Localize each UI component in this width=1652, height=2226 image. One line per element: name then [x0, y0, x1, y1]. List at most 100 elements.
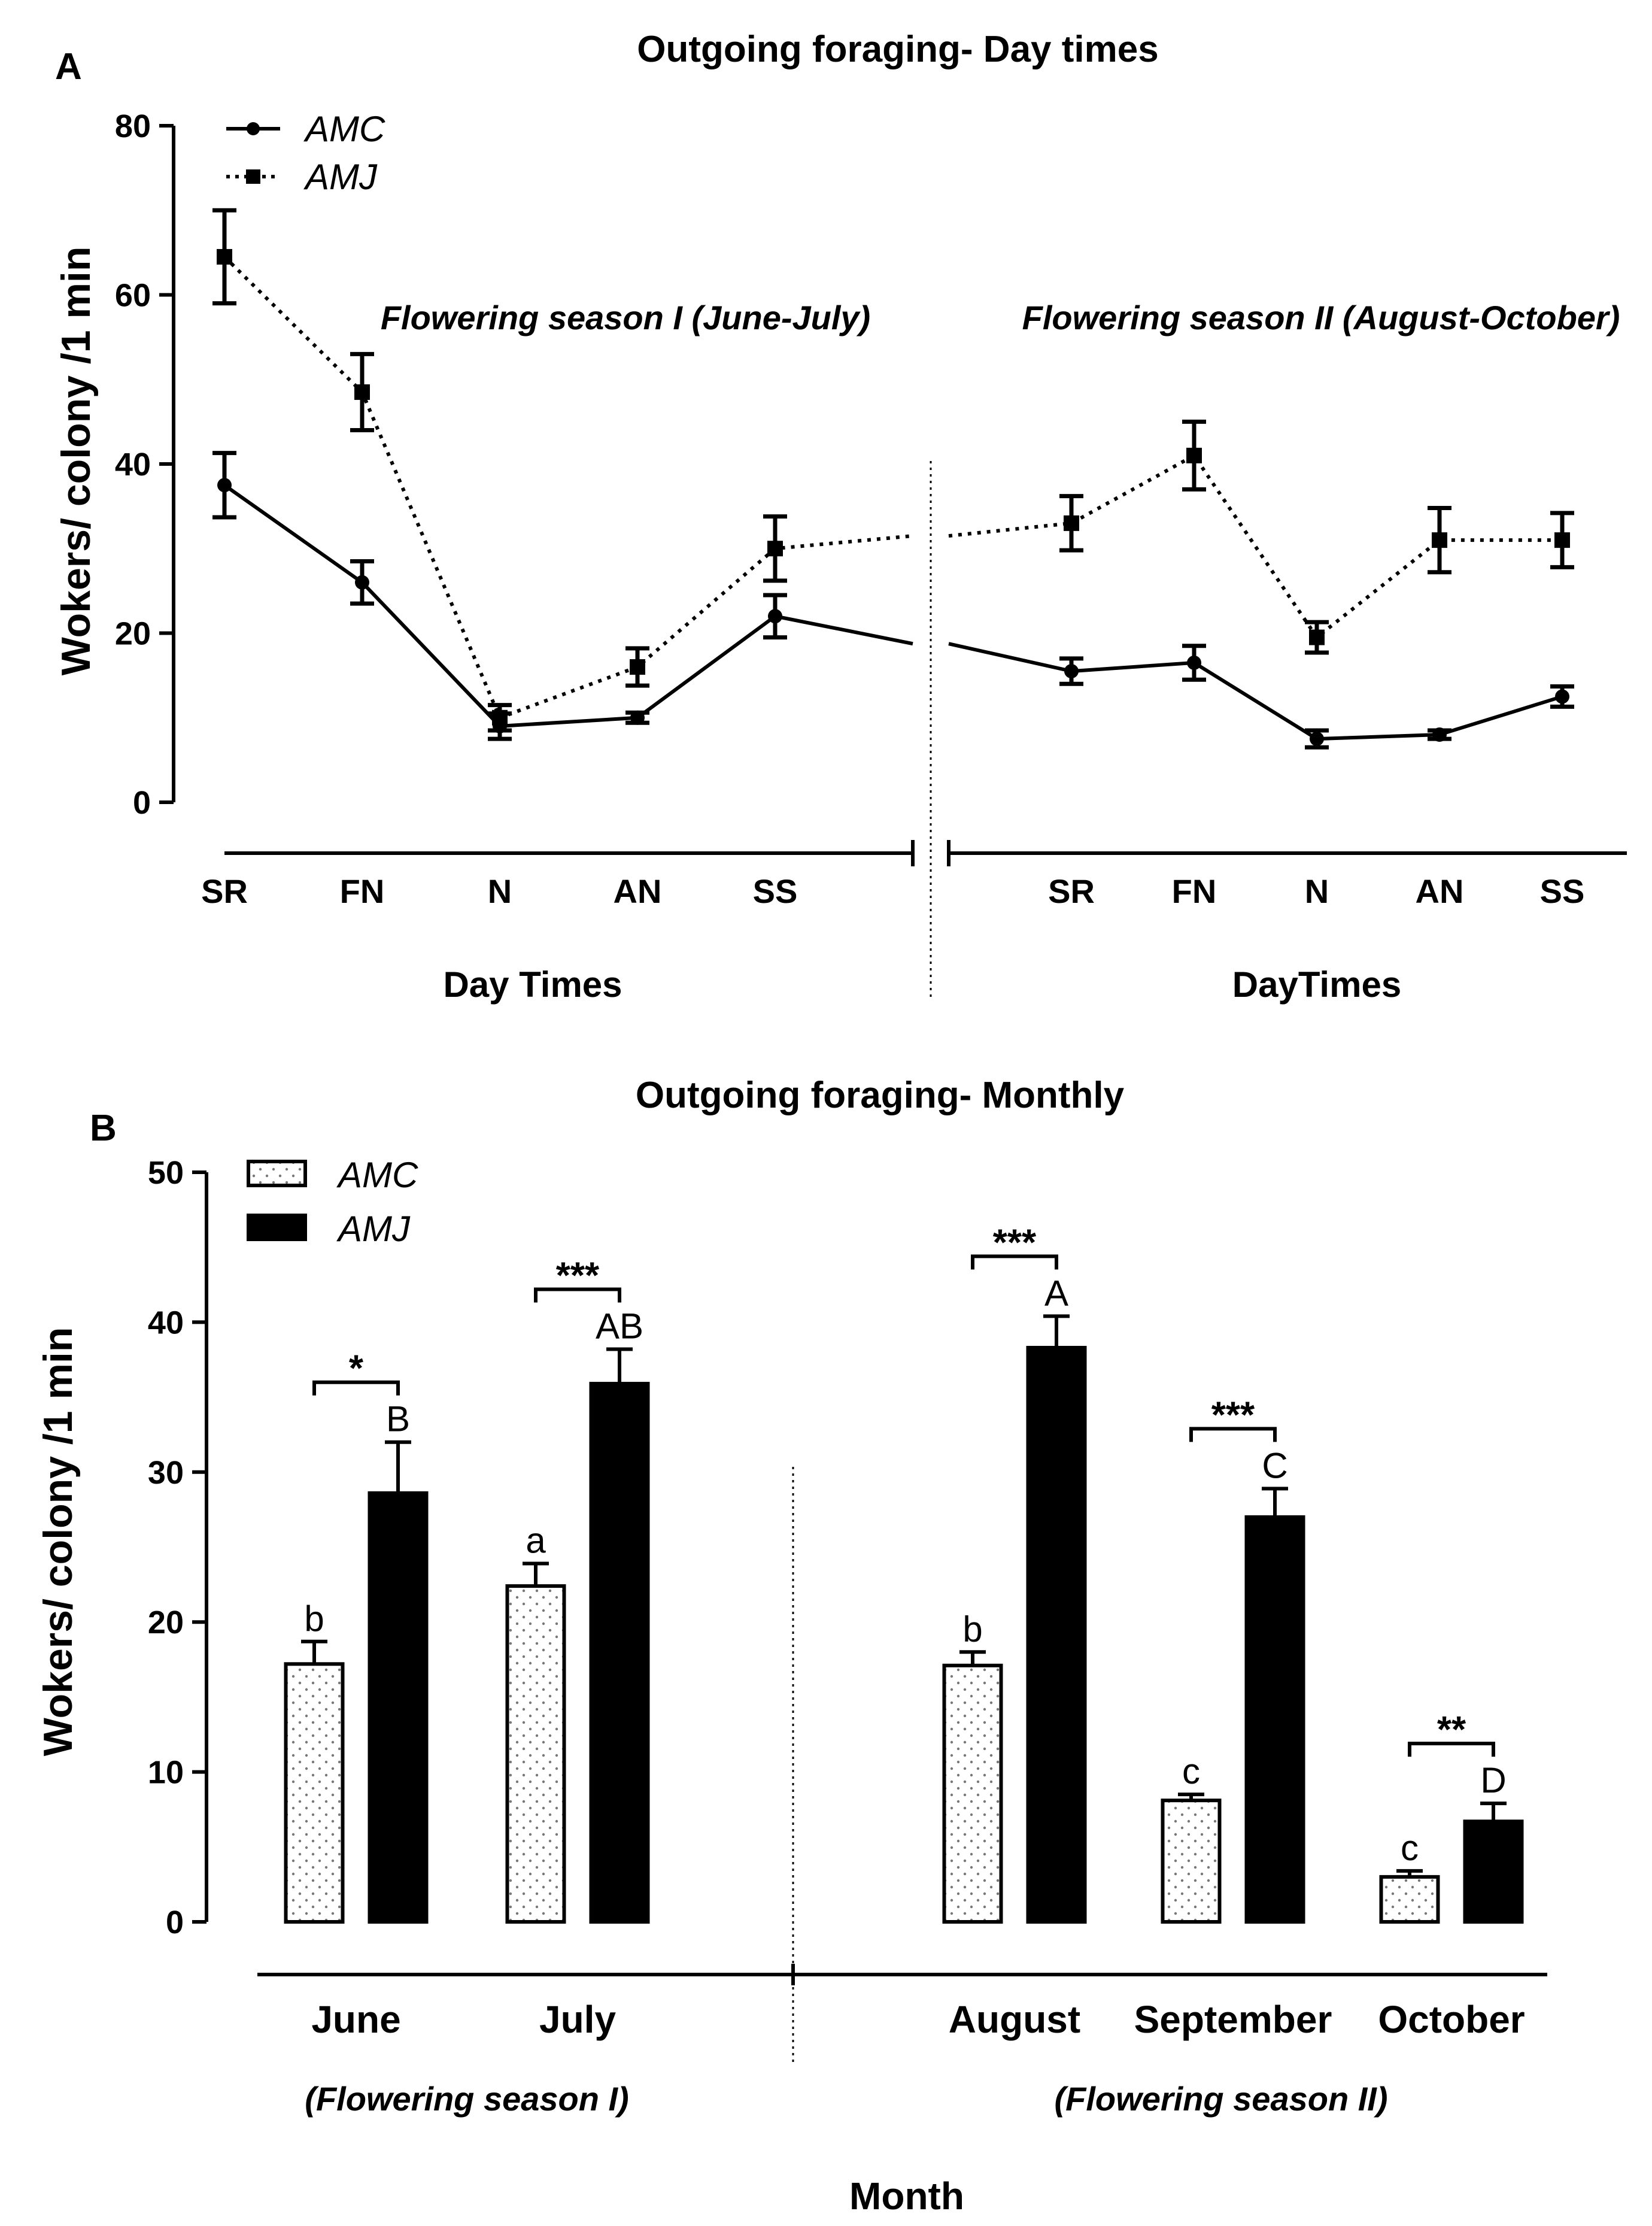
bar-amj: [1026, 1345, 1087, 1924]
significance-bracket: [1408, 1742, 1495, 1757]
x-tick-label: N: [488, 872, 512, 910]
y-tick-label: 40: [115, 447, 151, 483]
series-amj-point: [767, 541, 783, 557]
series-amc-point: [1187, 655, 1201, 670]
panel-a-x-axis-titles: Day Times DayTimes: [443, 965, 1401, 1005]
y-tick-label: 30: [148, 1455, 184, 1491]
legend-amc-bar-swatch: [247, 1160, 307, 1187]
y-tick-label: 60: [115, 278, 151, 314]
series-amj-point: [1309, 629, 1325, 645]
legend-amj-bar-swatch: [247, 1214, 307, 1241]
legend-amj-label: AMJ: [303, 157, 378, 197]
series-amc-point: [1310, 732, 1324, 747]
legend-amc-bar-label: AMC: [336, 1155, 418, 1195]
panel-a-axes: 0 20 40 60 80 SR FN N AN SS SR FN N AN SS: [115, 108, 1627, 1000]
y-tick-label: 20: [148, 1605, 184, 1640]
series-amc-line-season-2: [948, 642, 1563, 741]
x-tick-label: SR: [1048, 872, 1095, 910]
x-tick-label: SS: [753, 872, 798, 910]
bar-amj-letter-label: C: [1262, 1445, 1287, 1485]
panel-a-plot-area: [212, 208, 1574, 750]
x-tick-label: SR: [201, 872, 248, 910]
bar-amc: [505, 1584, 566, 1924]
bar-amj-letter-label: B: [386, 1399, 410, 1439]
y-tick-label: 0: [166, 1904, 184, 1940]
x-tick-label-august: August: [949, 1998, 1080, 2041]
panel-b-legend: AMC AMJ: [247, 1155, 418, 1249]
series-amc-point: [1555, 689, 1569, 704]
x-axis-title-season-2: DayTimes: [1232, 965, 1401, 1005]
panel-b-season-labels: (Flowering season I) (Flowering season I…: [305, 2080, 1387, 2118]
significance-label: *: [349, 1348, 364, 1390]
x-tick-label: FN: [1172, 872, 1217, 910]
bar-amc-letter-label: c: [1182, 1751, 1200, 1791]
x-tick-label: FN: [340, 872, 385, 910]
panel-b-title: Outgoing foraging- Monthly: [636, 1075, 1125, 1116]
significance-label: ***: [1211, 1394, 1255, 1436]
legend-amc-marker: [247, 122, 260, 135]
panel-a-title: Outgoing foraging- Day times: [637, 29, 1158, 70]
bar-amc-letter-label: c: [1401, 1828, 1419, 1868]
significance-bracket: [1189, 1427, 1277, 1442]
panel-b-axes: 0 10 20 30 40 50 June July August September Octobe…: [148, 1155, 1547, 2066]
y-tick-label: 0: [133, 785, 151, 821]
bar-amc: [942, 1663, 1003, 1924]
bar-amj-letter-label: D: [1480, 1760, 1506, 1800]
significance-label: **: [1437, 1709, 1466, 1751]
series-amj-point: [630, 659, 645, 675]
panel-a-legend: AMC AMJ: [226, 109, 385, 197]
bar-amc: [1161, 1799, 1222, 1924]
series-amc-point: [1432, 727, 1447, 742]
x-tick-label: N: [1305, 872, 1329, 910]
season-1-label: Flowering season I (June-July): [381, 299, 870, 336]
significance-bracket: [534, 1287, 621, 1303]
bar-amj: [589, 1382, 650, 1924]
bar-amc: [1379, 1875, 1440, 1924]
x-tick-label-june: June: [311, 1998, 400, 2041]
panel-a-season-labels: Flowering season I (June-July) Flowering…: [381, 299, 1620, 336]
legend-amj-marker: [246, 169, 260, 184]
panel-a-letter: A: [55, 46, 82, 87]
y-tick-label: 80: [115, 108, 151, 144]
x-tick-label-july: July: [539, 1998, 616, 2041]
panel-b: B Outgoing foraging- Monthly Wokers/ col…: [35, 1075, 1547, 2218]
series-amc-point: [355, 575, 369, 590]
series-amc-line-season-1: [223, 483, 913, 728]
x-tick-label-september: September: [1134, 1998, 1332, 2041]
panel-a: A Outgoing foraging- Day times Wokers/ c…: [53, 29, 1627, 1005]
season-1-bar-label: (Flowering season I): [305, 2080, 628, 2118]
series-amj-point: [1186, 447, 1202, 463]
season-2-label: Flowering season II (August-October): [1022, 299, 1620, 336]
series-amc-point: [630, 710, 645, 725]
bar-amc-letter-label: a: [526, 1521, 546, 1561]
series-amj-point: [1554, 532, 1570, 548]
bar-amj-letter-label: A: [1044, 1273, 1068, 1313]
series-amj-point: [1432, 532, 1447, 548]
panel-b-x-axis-title: Month: [849, 2175, 964, 2218]
legend-amc-label: AMC: [303, 109, 385, 149]
series-amj-point: [354, 384, 370, 400]
bar-amc-letter-label: b: [962, 1609, 982, 1649]
bar-amj: [368, 1491, 429, 1924]
panel-a-y-axis-label: Wokers/ colony /1 min: [53, 247, 99, 676]
y-tick-label: 20: [115, 616, 151, 652]
x-tick-label: AN: [1416, 872, 1464, 910]
series-amc-point: [1064, 664, 1079, 679]
series-amj-point: [492, 709, 508, 726]
bar-amj: [1244, 1515, 1305, 1924]
series-amj-point: [217, 248, 232, 265]
bar-amj-letter-label: AB: [596, 1306, 643, 1346]
x-tick-label-october: October: [1378, 1998, 1525, 2041]
x-tick-label: SS: [1540, 872, 1585, 910]
bar-amj: [1463, 1819, 1524, 1924]
series-amj-point: [1064, 515, 1079, 531]
significance-bracket: [312, 1380, 400, 1396]
significance-label: ***: [556, 1255, 600, 1296]
season-2-bar-label: (Flowering season II): [1055, 2080, 1388, 2118]
series-amc-point: [768, 609, 782, 624]
significance-bracket: [971, 1254, 1058, 1270]
y-tick-label: 40: [148, 1305, 184, 1341]
panel-b-y-axis-label: Wokers/ colony /1 min: [35, 1327, 81, 1757]
